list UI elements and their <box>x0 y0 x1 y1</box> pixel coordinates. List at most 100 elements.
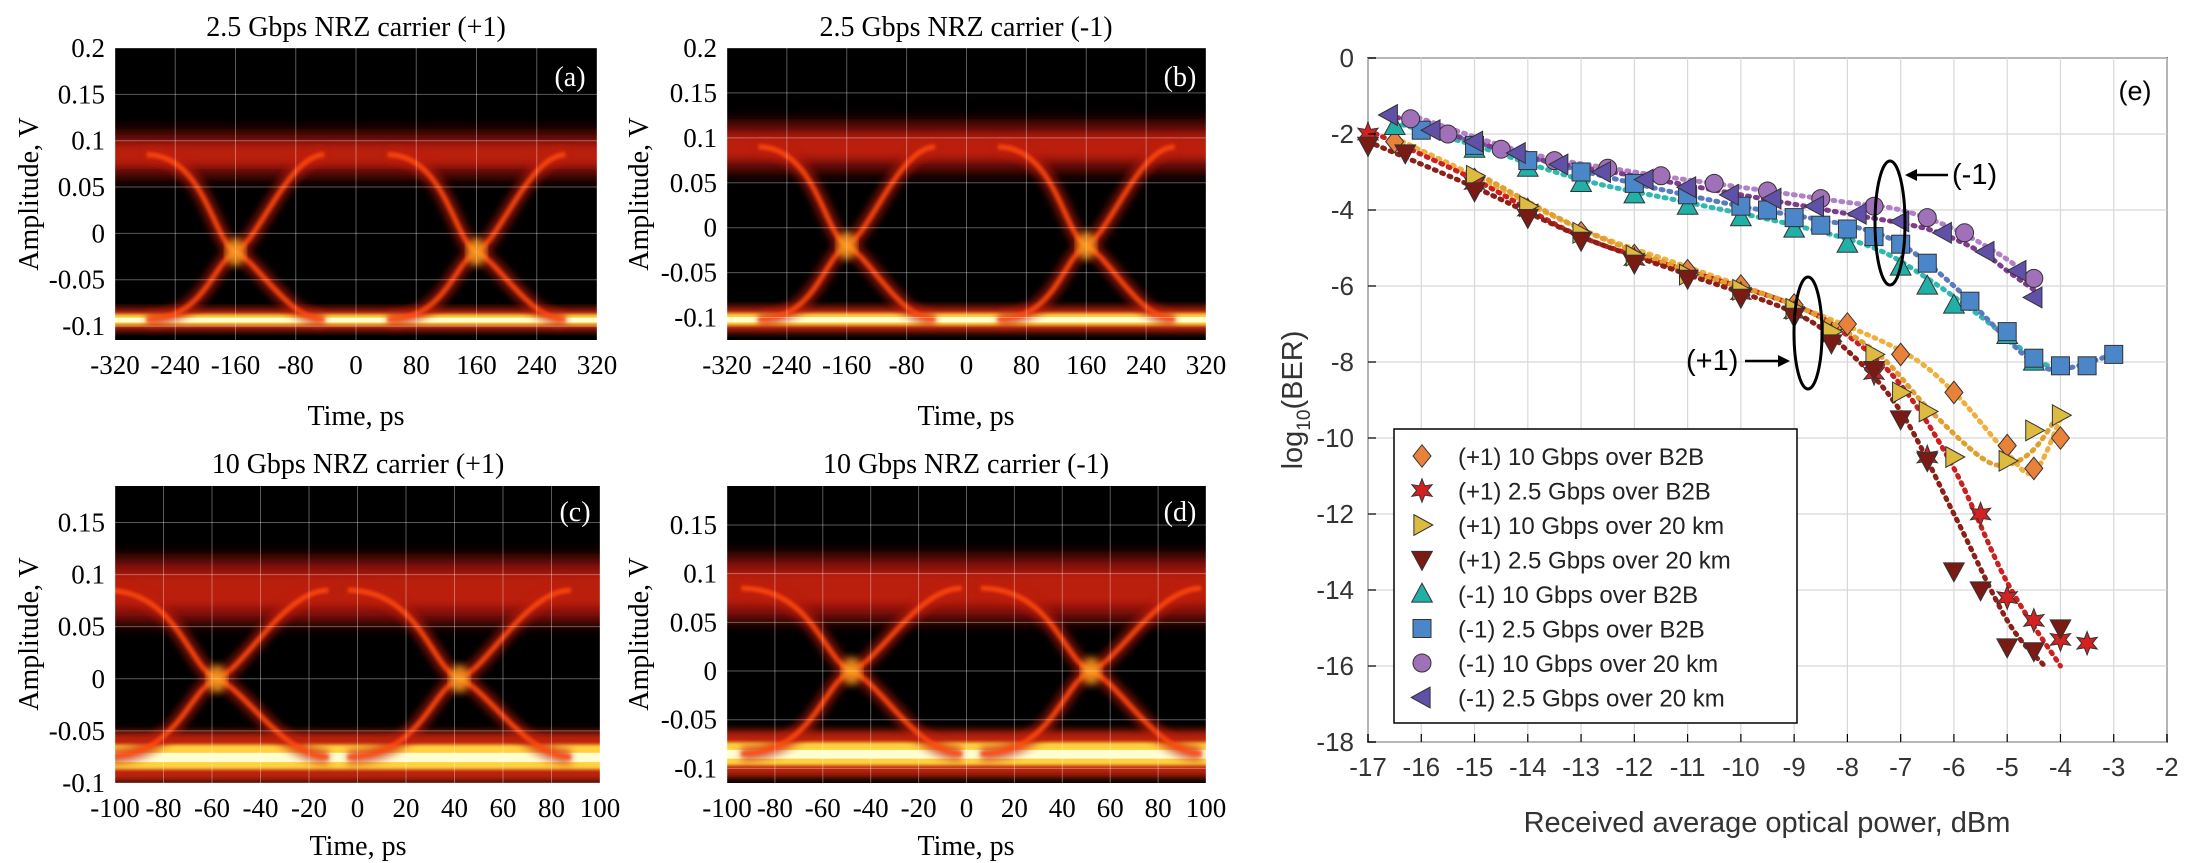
eye-crossing-d-0 <box>841 657 862 686</box>
eye-xtick-d: 100 <box>1186 793 1227 823</box>
data-point-series-6 <box>1704 173 1724 193</box>
data-point-series-3 <box>1463 182 1486 203</box>
eye-crossing-a-1 <box>466 237 487 266</box>
eye-ytick-b: -0.05 <box>661 258 717 288</box>
data-point-series-3 <box>1916 452 1939 473</box>
data-point-series-4 <box>1623 182 1646 204</box>
eye-ytick-d: 0.05 <box>670 607 717 637</box>
panel-label-b: (b) <box>1164 62 1197 93</box>
eye-xtick-c: 80 <box>538 793 565 823</box>
y-axis-label-d: Amplitude, V <box>624 557 655 710</box>
data-point-series-2 <box>1865 343 1886 366</box>
eye-ytick-b: 0 <box>704 213 718 243</box>
ber-y-label-rest: (BER) <box>1277 331 1309 410</box>
y-axis-label-a: Amplitude, V <box>14 117 45 270</box>
data-point-series-3 <box>1394 144 1417 165</box>
legend-label-7: (-1) 2.5 Gbps over 20 km <box>1458 686 1725 713</box>
legend-label-1: (+1) 2.5 Gbps over B2B <box>1458 479 1711 506</box>
eye-crossing-b-0 <box>836 231 857 260</box>
eye-xtick-b: 0 <box>960 350 974 380</box>
eye-tick-labels-b: -320 -240 -160 -80 0 80 160 240 320 -0.1 -0.05 0 0.0… <box>661 33 1227 380</box>
data-point-series-5 <box>2104 344 2124 364</box>
data-point-series-5 <box>1784 208 1804 228</box>
data-point-series-3 <box>1516 209 1539 230</box>
data-point-series-7 <box>1675 176 1697 199</box>
ber-xtick-label: -2 <box>2155 752 2178 782</box>
ber-ytick-label: -10 <box>1316 423 1354 453</box>
eye-xtick-d: 40 <box>1049 793 1076 823</box>
data-point-series-7 <box>1420 119 1441 142</box>
eye-ytick-a: -0.1 <box>62 311 105 341</box>
panel-label-c: (c) <box>559 497 590 528</box>
legend-marker-4 <box>1410 582 1434 603</box>
panel-label-e: (e) <box>2119 76 2152 106</box>
legend-marker-7 <box>1410 686 1431 709</box>
data-point-series-2 <box>2025 419 2046 442</box>
x-axis-label-d: Time, ps <box>917 831 1014 862</box>
data-point-series-5 <box>1917 253 1937 273</box>
eye-ytick-d: -0.05 <box>661 705 717 735</box>
eye-crossing-d-1 <box>1081 657 1102 686</box>
data-point-series-3 <box>1356 136 1380 158</box>
data-point-series-4 <box>1569 171 1593 192</box>
legend-marker-2 <box>1413 513 1434 537</box>
data-point-series-0 <box>2050 425 2071 451</box>
eye-xtick-a: 320 <box>577 350 618 380</box>
y-axis-label-c: Amplitude, V <box>14 557 45 710</box>
legend-marker-0 <box>1412 443 1432 469</box>
data-point-series-7 <box>1931 221 1952 244</box>
ber-y-label-sub: 10 <box>1294 410 1315 431</box>
eye-xtick-a: -160 <box>211 350 261 380</box>
eye-xtick-c: 40 <box>441 793 468 823</box>
eye-xtick-c: -100 <box>90 793 140 823</box>
data-point-series-5 <box>1571 162 1591 182</box>
eye-crossing-b-1 <box>1076 231 1097 260</box>
data-point-series-3 <box>1676 269 1699 291</box>
data-point-series-7 <box>1590 160 1611 184</box>
ber-xtick-label: -17 <box>1349 752 1387 782</box>
data-point-series-5 <box>1811 215 1831 235</box>
legend-box <box>1393 428 1798 724</box>
data-point-series-2 <box>1945 445 1966 469</box>
ber-xtick-label: -14 <box>1509 752 1547 782</box>
ber-y-axis-label: log10(BER) <box>1277 331 1315 470</box>
ber-xtick-label: -15 <box>1456 752 1494 782</box>
arrowhead-minus1-icon <box>1905 169 1917 181</box>
eye-ytick-d: -0.1 <box>674 753 717 783</box>
ber-xtick-label: -7 <box>1889 752 1912 782</box>
ber-ytick-label: -4 <box>1331 195 1354 225</box>
eye-traces-b <box>727 124 1206 332</box>
data-point-series-5 <box>2077 356 2097 376</box>
eye-grid-b <box>726 47 1207 340</box>
data-point-series-6 <box>1401 109 1421 129</box>
eye-ytick-c: -0.1 <box>62 768 105 798</box>
eye-ytick-a: 0.1 <box>71 126 105 156</box>
eye-ytick-d: 0 <box>704 656 718 686</box>
eye-title-a: 2.5 Gbps NRZ carrier (+1) <box>206 12 506 43</box>
eye-ytick-b: 0.2 <box>683 33 717 63</box>
data-point-series-2 <box>1998 449 2020 472</box>
ber-xtick-label: -3 <box>2102 752 2125 782</box>
eye-ytick-b: -0.1 <box>674 303 717 333</box>
data-point-series-0 <box>2024 456 2044 481</box>
data-point-series-1 <box>1969 500 1992 528</box>
eye-crossing-c-1 <box>449 664 470 693</box>
data-point-series-4 <box>1383 114 1406 135</box>
eye-xtick-a: -320 <box>90 350 140 380</box>
ber-xtick-label: -8 <box>1836 752 1859 782</box>
eye-title-c: 10 Gbps NRZ carrier (+1) <box>212 449 505 480</box>
eye-ytick-a: 0.15 <box>58 79 105 109</box>
eye-traces-d <box>727 557 1206 778</box>
eye-xtick-d: -40 <box>853 793 889 823</box>
data-point-series-0 <box>1837 311 1858 337</box>
eye-xtick-a: 240 <box>517 350 558 380</box>
panel-label-d: (d) <box>1164 497 1197 528</box>
legend-marker-5 <box>1412 619 1432 638</box>
data-point-series-3 <box>2049 619 2072 640</box>
eye-ytick-b: 0.05 <box>670 168 717 198</box>
eye-title-b: 2.5 Gbps NRZ carrier (-1) <box>819 12 1112 43</box>
x-axis-label-c: Time, ps <box>309 831 406 862</box>
legend-marker-3 <box>1410 550 1434 572</box>
eye-xtick-b: -80 <box>889 350 925 380</box>
legend-marker-6 <box>1412 653 1432 673</box>
